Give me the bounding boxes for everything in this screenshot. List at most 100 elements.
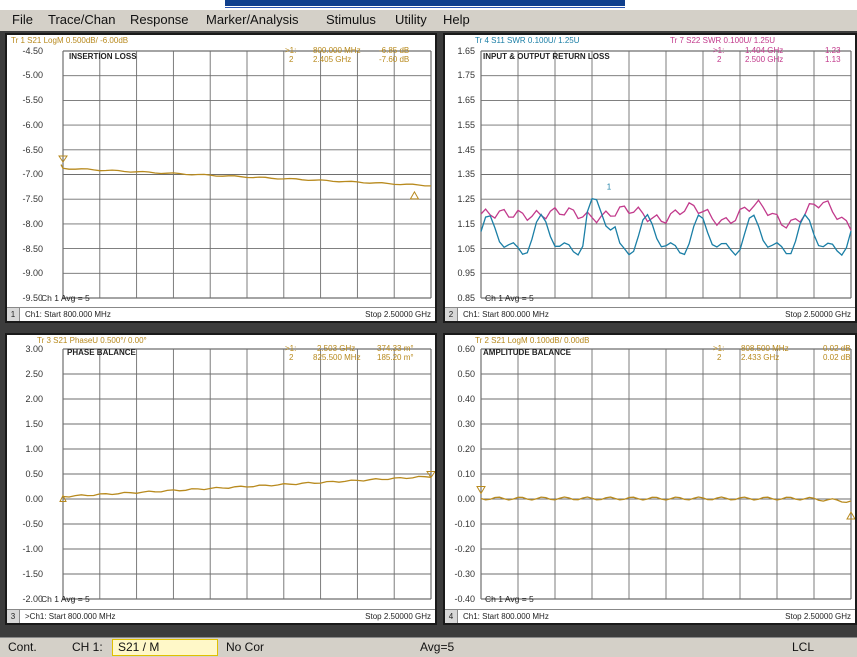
y-tick-label: -2.00: [22, 594, 43, 604]
y-tick-label: 0.00: [457, 494, 475, 504]
menu-marker-analysis[interactable]: Marker/Analysis: [206, 12, 299, 27]
trace-header: Tr 3 S21 PhaseU 0.500°/ 0.00°: [37, 336, 147, 345]
y-tick-label: -6.00: [22, 120, 43, 130]
y-tick-label: 0.60: [457, 344, 475, 354]
trace-marker-label: 1: [607, 182, 612, 191]
amplitude-balance-panel[interactable]: Tr 2 S21 LogM 0.100dB/ 0.00dB AMPLITUDE …: [443, 333, 857, 625]
marker-1-value: -6.85 dB: [379, 46, 410, 55]
header-banner: [0, 0, 857, 10]
start-frequency: Ch1: Start 800.000 MHz: [463, 612, 549, 621]
status-bar: Cont. CH 1: S21 / M No Cor Avg=5 LCL: [0, 637, 857, 657]
y-tick-label: -9.00: [22, 268, 43, 278]
y-tick-label: 0.30: [457, 419, 475, 429]
y-tick-label: 1.05: [457, 244, 475, 254]
panel-title: INPUT & OUTPUT RETURN LOSS: [483, 52, 610, 61]
marker-1-symbol: [58, 155, 68, 163]
menu-trace-chan[interactable]: Trace/Chan: [48, 12, 116, 27]
channel-footer: 2 Ch1: Start 800.000 MHz Stop 2.50000 GH…: [445, 307, 855, 321]
y-tick-label: -0.20: [454, 544, 475, 554]
trace-header-s11: Tr 4 S11 SWR 0.100U/ 1.25U: [475, 36, 580, 45]
y-tick-label: -0.30: [454, 569, 475, 579]
marker-1-freq: 808.500 MHz: [741, 344, 789, 353]
active-parameter[interactable]: S21 / M: [118, 640, 160, 654]
marker-1-freq: 2.503 GHz: [317, 344, 356, 353]
y-tick-label: 0.50: [25, 469, 43, 479]
stop-frequency: Stop 2.50000 GHz: [785, 310, 851, 319]
marker-2-freq: 825.500 MHz: [313, 353, 361, 362]
marker-2-symbol: [846, 510, 855, 520]
channel-footer: 3 >Ch1: Start 800.000 MHz Stop 2.50000 G…: [7, 609, 435, 623]
start-frequency: >Ch1: Start 800.000 MHz: [25, 612, 116, 621]
panel-number: 2: [445, 308, 458, 321]
stop-frequency: Stop 2.50000 GHz: [365, 612, 431, 621]
y-tick-label: 0.10: [457, 469, 475, 479]
marker-1-freq: 800.000 MHz: [313, 46, 361, 55]
trace-header: Tr 2 S21 LogM 0.100dB/ 0.00dB: [475, 336, 590, 345]
y-tick-label: -5.00: [22, 70, 43, 80]
phase-balance-panel[interactable]: Tr 3 S21 PhaseU 0.500°/ 0.00° PHASE BALA…: [5, 333, 437, 625]
measurement-area: Tr 1 S21 LogM 0.500dB/ -6.00dB INSERTION…: [0, 31, 857, 637]
marker-2-freq: 2.500 GHz: [745, 55, 784, 64]
start-frequency: Ch1: Start 800.000 MHz: [25, 310, 111, 319]
panel-number: 1: [7, 308, 20, 321]
menu-stimulus[interactable]: Stimulus: [326, 12, 376, 27]
menu-file[interactable]: File: [12, 12, 33, 27]
menu-help[interactable]: Help: [443, 12, 470, 27]
marker-2-value: 185.20 m°: [377, 353, 414, 362]
header-banner-band: [225, 0, 625, 6]
marker-1-id: >1:: [285, 46, 297, 55]
y-tick-label: 2.00: [25, 394, 43, 404]
marker-2-id: 2: [717, 55, 722, 64]
sweep-mode[interactable]: Cont.: [8, 640, 37, 654]
y-tick-label: -1.50: [22, 569, 43, 579]
y-tick-label: -5.50: [22, 95, 43, 105]
panel-number: 3: [7, 610, 20, 623]
active-channel: CH 1:: [72, 640, 103, 654]
marker-2-freq: 2.433 GHz: [741, 353, 780, 362]
marker-1-symbol: [426, 471, 435, 479]
amplitude-balance-plot[interactable]: [445, 335, 855, 623]
y-tick-label: 1.15: [457, 219, 475, 229]
menu-response[interactable]: Response: [130, 12, 189, 27]
y-tick-label: 1.00: [25, 444, 43, 454]
channel-footer: 1 Ch1: Start 800.000 MHz Stop 2.50000 GH…: [7, 307, 435, 321]
marker-1-value: 1.23: [825, 46, 841, 55]
averaging-label: Ch 1 Avg = 5: [485, 594, 534, 604]
marker-1-id: >1:: [713, 46, 725, 55]
averaging-label: Ch 1 Avg = 5: [41, 594, 90, 604]
y-tick-label: 0.20: [457, 444, 475, 454]
amplitude-balance-trace: [480, 496, 852, 504]
menu-utility[interactable]: Utility: [395, 12, 427, 27]
y-tick-label: 1.25: [457, 194, 475, 204]
y-tick-label: -6.50: [22, 145, 43, 155]
y-tick-label: -7.00: [22, 169, 43, 179]
trace-header: Tr 1 S21 LogM 0.500dB/ -6.00dB: [11, 36, 129, 45]
marker-2-id: 2: [289, 55, 294, 64]
marker-1-value: 0.02 dB: [823, 344, 851, 353]
y-tick-label: 1.50: [25, 419, 43, 429]
marker-1-symbol: [476, 486, 486, 495]
return-loss-panel[interactable]: 1 Tr 4 S11 SWR 0.100U/ 1.25U Tr 7 S22 SW…: [443, 33, 857, 323]
y-tick-label: 3.00: [25, 344, 43, 354]
y-tick-label: -4.50: [22, 46, 43, 56]
y-tick-label: -0.50: [22, 519, 43, 529]
stop-frequency: Stop 2.50000 GHz: [785, 612, 851, 621]
marker-2-symbol: [59, 494, 67, 502]
insertion-loss-panel[interactable]: Tr 1 S21 LogM 0.500dB/ -6.00dB INSERTION…: [5, 33, 437, 323]
y-tick-label: 1.45: [457, 145, 475, 155]
panel-title: INSERTION LOSS: [69, 52, 137, 61]
marker-1-id: >1:: [713, 344, 725, 353]
phase-balance-plot[interactable]: [7, 335, 435, 623]
y-tick-label: 1.35: [457, 169, 475, 179]
averaging-status: Avg=5: [420, 640, 455, 654]
averaging-label: Ch 1 Avg = 5: [41, 293, 90, 303]
reference-status: LCL: [792, 640, 815, 654]
insertion-loss-plot[interactable]: [7, 35, 435, 321]
return-loss-plot[interactable]: 1: [445, 35, 855, 321]
marker-1-value: 374.33 m°: [377, 344, 414, 353]
stop-frequency: Stop 2.50000 GHz: [365, 310, 431, 319]
insertion-loss-trace: [60, 164, 431, 187]
y-tick-label: -8.00: [22, 219, 43, 229]
y-tick-label: -0.40: [454, 594, 475, 604]
y-tick-label: 0.95: [457, 268, 475, 278]
